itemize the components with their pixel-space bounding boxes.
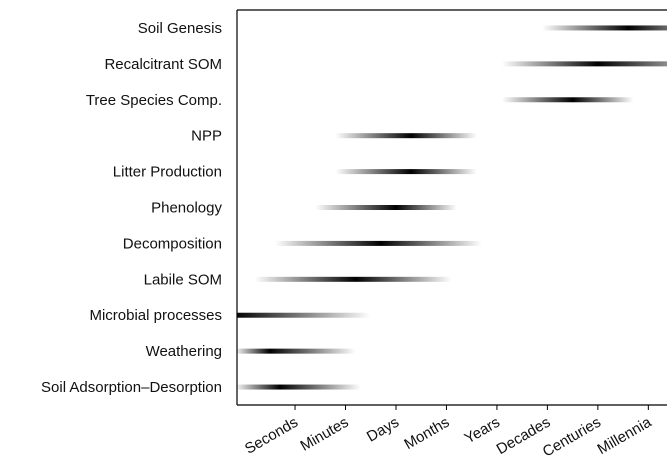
range-bar (335, 133, 477, 139)
y-tick-label: NPP (191, 128, 222, 145)
y-tick-label: Weathering (146, 343, 222, 360)
range-bar (335, 169, 477, 175)
x-tick-label: Minutes (298, 414, 352, 455)
range-bar (274, 240, 482, 246)
y-tick-label: Recalcitrant SOM (104, 56, 222, 73)
y-tick-label: Soil Genesis (138, 20, 222, 37)
x-tick-label: Months (401, 414, 452, 453)
y-tick-label: Labile SOM (144, 271, 222, 288)
range-bar (237, 384, 361, 390)
y-tick-label: Litter Production (113, 164, 222, 181)
range-bar (542, 25, 667, 31)
x-tick-label: Days (364, 414, 402, 446)
x-tick-label: Seconds (242, 414, 301, 458)
y-tick-label: Decomposition (123, 235, 222, 252)
range-bar (237, 348, 356, 354)
y-tick-label: Phenology (151, 200, 222, 217)
range-bar (315, 205, 457, 210)
x-tick-label: Centuries (540, 414, 604, 461)
range-bar (501, 61, 667, 67)
y-tick-label: Microbial processes (89, 307, 222, 324)
plot-area (237, 25, 667, 390)
range-bar (501, 97, 634, 103)
y-tick-label: Tree Species Comp. (86, 92, 222, 109)
range-bar (237, 312, 371, 318)
y-tick-label: Soil Adsorption–Desorption (41, 379, 222, 396)
range-bar (254, 276, 452, 282)
x-tick-label: Millennia (595, 413, 655, 458)
